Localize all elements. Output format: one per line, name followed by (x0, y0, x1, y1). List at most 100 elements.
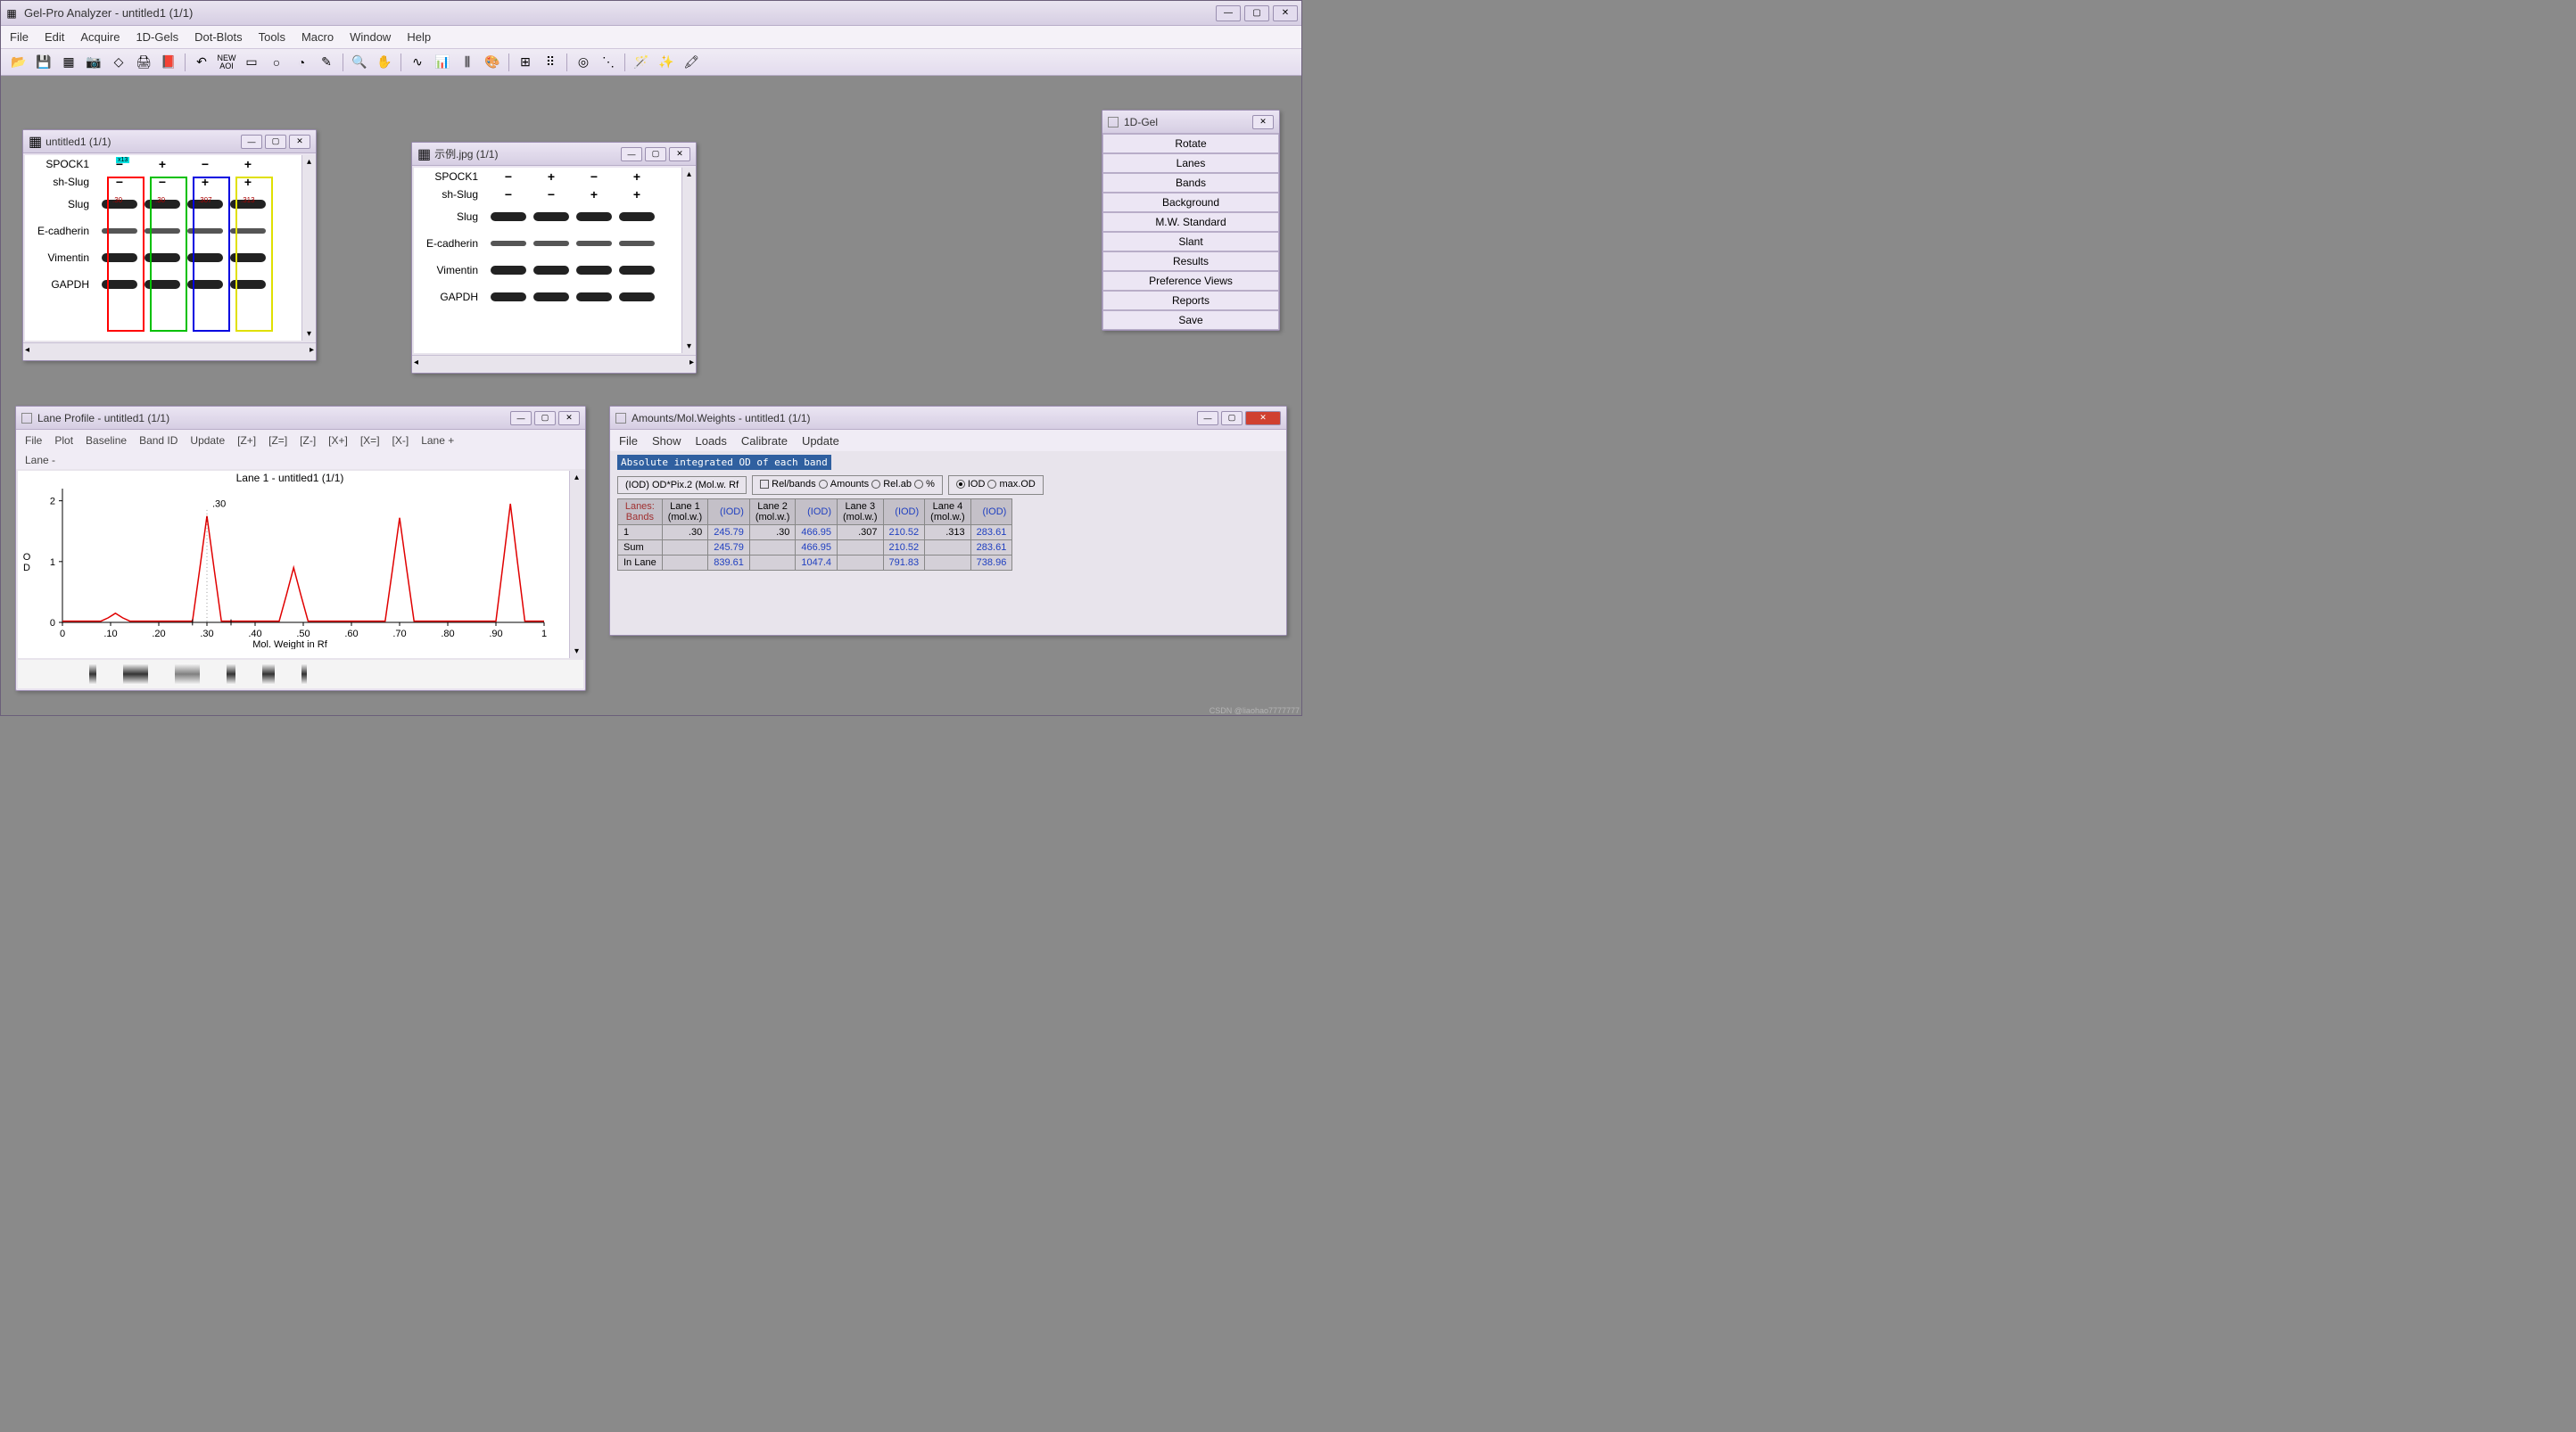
table-cell-iod: 466.95 (796, 525, 838, 540)
maximize-button[interactable]: ▢ (265, 135, 286, 149)
table-row-label: 1 (618, 525, 663, 540)
amounts-menu-file[interactable]: File (619, 434, 638, 448)
camera-icon[interactable]: 📷 (83, 52, 104, 73)
scrollbar-horizontal[interactable]: ◂▸ (412, 355, 696, 369)
grid-icon[interactable]: ▦ (58, 52, 79, 73)
menu-file[interactable]: File (10, 30, 29, 44)
lp-menu-x[interactable]: [X=] (360, 434, 380, 447)
lp-menu-update[interactable]: Update (190, 434, 225, 447)
panel-button-save[interactable]: Save (1102, 310, 1279, 330)
close-button[interactable]: ✕ (558, 411, 580, 425)
close-button[interactable]: ✕ (289, 135, 310, 149)
bars-icon[interactable]: ⫼ (457, 52, 478, 73)
circle-icon[interactable]: ○ (266, 52, 287, 73)
radio-iod[interactable]: IOD (956, 479, 986, 490)
amounts-controls: (IOD) OD*Pix.2 (Mol.w. Rf Rel/bands Amou… (617, 475, 1279, 495)
gel-row-label: GAPDH (414, 291, 485, 303)
hand-icon[interactable]: ✋ (374, 52, 395, 73)
main-minimize-button[interactable]: — (1216, 5, 1241, 21)
dots-icon[interactable]: ⠿ (540, 52, 561, 73)
maximize-button[interactable]: ▢ (645, 147, 666, 161)
lp-menu-z[interactable]: [Z-] (300, 434, 316, 447)
radio-amounts[interactable]: Amounts (819, 479, 869, 490)
minimize-button[interactable]: — (241, 135, 262, 149)
main-close-button[interactable]: ✕ (1273, 5, 1298, 21)
amounts-menu-calibrate[interactable]: Calibrate (741, 434, 788, 448)
menu-tools[interactable]: Tools (259, 30, 285, 44)
lp-menu-z+[interactable]: [Z+] (237, 434, 256, 447)
minimize-button[interactable]: — (510, 411, 532, 425)
lp-menu-plot[interactable]: Plot (54, 434, 73, 447)
new-aoi-button[interactable]: NEWAOI (216, 52, 237, 73)
lp-menu-z[interactable]: [Z=] (268, 434, 287, 447)
scrollbar-vertical[interactable]: ▴▾ (301, 155, 316, 341)
amounts-menu-update[interactable]: Update (802, 434, 839, 448)
menu-help[interactable]: Help (407, 30, 431, 44)
lasso-icon[interactable]: ◔ (291, 52, 312, 73)
main-window: ▦ Gel-Pro Analyzer - untitled1 (1/1) — ▢… (0, 0, 1302, 716)
open-icon[interactable]: 📂 (8, 52, 29, 73)
minimize-button[interactable]: — (621, 147, 642, 161)
menu-window[interactable]: Window (350, 30, 391, 44)
scrollbar-vertical[interactable]: ▴▾ (569, 471, 583, 658)
highlight-icon[interactable]: 🖍 (681, 52, 702, 73)
print-icon[interactable]: 🖨 (133, 52, 154, 73)
panel-button-background[interactable]: Background (1102, 193, 1279, 212)
save-icon[interactable]: 💾 (33, 52, 54, 73)
wizard-icon[interactable]: 🪄 (631, 52, 652, 73)
lp-menu-file[interactable]: File (25, 434, 42, 447)
gel-row-label: GAPDH (25, 278, 96, 291)
maximize-button[interactable]: ▢ (534, 411, 556, 425)
sliders-icon[interactable]: ∿ (407, 52, 428, 73)
close-button[interactable]: ✕ (1245, 411, 1281, 425)
palette-icon[interactable]: 🎨 (482, 52, 503, 73)
radio-rel-bands[interactable]: Rel/bands (760, 479, 816, 490)
scan-icon[interactable]: ◇ (108, 52, 129, 73)
strip-band (89, 663, 96, 685)
rect-icon[interactable]: ▭ (241, 52, 262, 73)
radio-rel-ab[interactable]: Rel.ab (871, 479, 912, 490)
book-icon[interactable]: 📕 (158, 52, 179, 73)
scrollbar-vertical[interactable]: ▴▾ (681, 168, 696, 353)
minimize-button[interactable]: — (1197, 411, 1218, 425)
panel-button-rotate[interactable]: Rotate (1102, 134, 1279, 153)
menu-lane-minus[interactable]: Lane - (25, 454, 55, 466)
panel-button-lanes[interactable]: Lanes (1102, 153, 1279, 173)
gel-band (576, 241, 612, 246)
zoom-icon[interactable]: 🔍 (349, 52, 370, 73)
close-button[interactable]: ✕ (1252, 115, 1274, 129)
scrollbar-horizontal[interactable]: ◂▸ (23, 342, 316, 357)
menu-dot-blots[interactable]: Dot-Blots (194, 30, 242, 44)
panel-button-results[interactable]: Results (1102, 251, 1279, 271)
table-cell-iod: 466.95 (796, 540, 838, 556)
amounts-menu-show[interactable]: Show (652, 434, 681, 448)
target-icon[interactable]: ◎ (573, 52, 594, 73)
panel-button-bands[interactable]: Bands (1102, 173, 1279, 193)
lp-menu-lane+[interactable]: Lane + (421, 434, 454, 447)
panel-button-m-w-standard[interactable]: M.W. Standard (1102, 212, 1279, 232)
radio--[interactable]: % (914, 479, 935, 490)
star-icon[interactable]: ✨ (656, 52, 677, 73)
nodes-icon[interactable]: ⋱ (598, 52, 619, 73)
menu-1d-gels[interactable]: 1D-Gels (136, 30, 178, 44)
lp-menu-bandid[interactable]: Band ID (139, 434, 178, 447)
panel-button-reports[interactable]: Reports (1102, 291, 1279, 310)
grid2-icon[interactable]: ⊞ (515, 52, 536, 73)
radio-max-od[interactable]: max.OD (987, 479, 1035, 490)
histogram-icon[interactable]: 📊 (432, 52, 453, 73)
panel-button-preference-views[interactable]: Preference Views (1102, 271, 1279, 291)
undo-icon[interactable]: ↶ (191, 52, 212, 73)
menu-macro[interactable]: Macro (301, 30, 334, 44)
amounts-menu-loads[interactable]: Loads (695, 434, 726, 448)
lp-menu-baseline[interactable]: Baseline (86, 434, 127, 447)
menu-acquire[interactable]: Acquire (80, 30, 120, 44)
lp-menu-x[interactable]: [X-] (392, 434, 409, 447)
close-button[interactable]: ✕ (669, 147, 690, 161)
menu-edit[interactable]: Edit (45, 30, 64, 44)
panel-button-slant[interactable]: Slant (1102, 232, 1279, 251)
table-cell-iod: 283.61 (970, 525, 1012, 540)
main-maximize-button[interactable]: ▢ (1244, 5, 1269, 21)
maximize-button[interactable]: ▢ (1221, 411, 1243, 425)
pencil-icon[interactable]: ✎ (316, 52, 337, 73)
lp-menu-x+[interactable]: [X+] (328, 434, 348, 447)
